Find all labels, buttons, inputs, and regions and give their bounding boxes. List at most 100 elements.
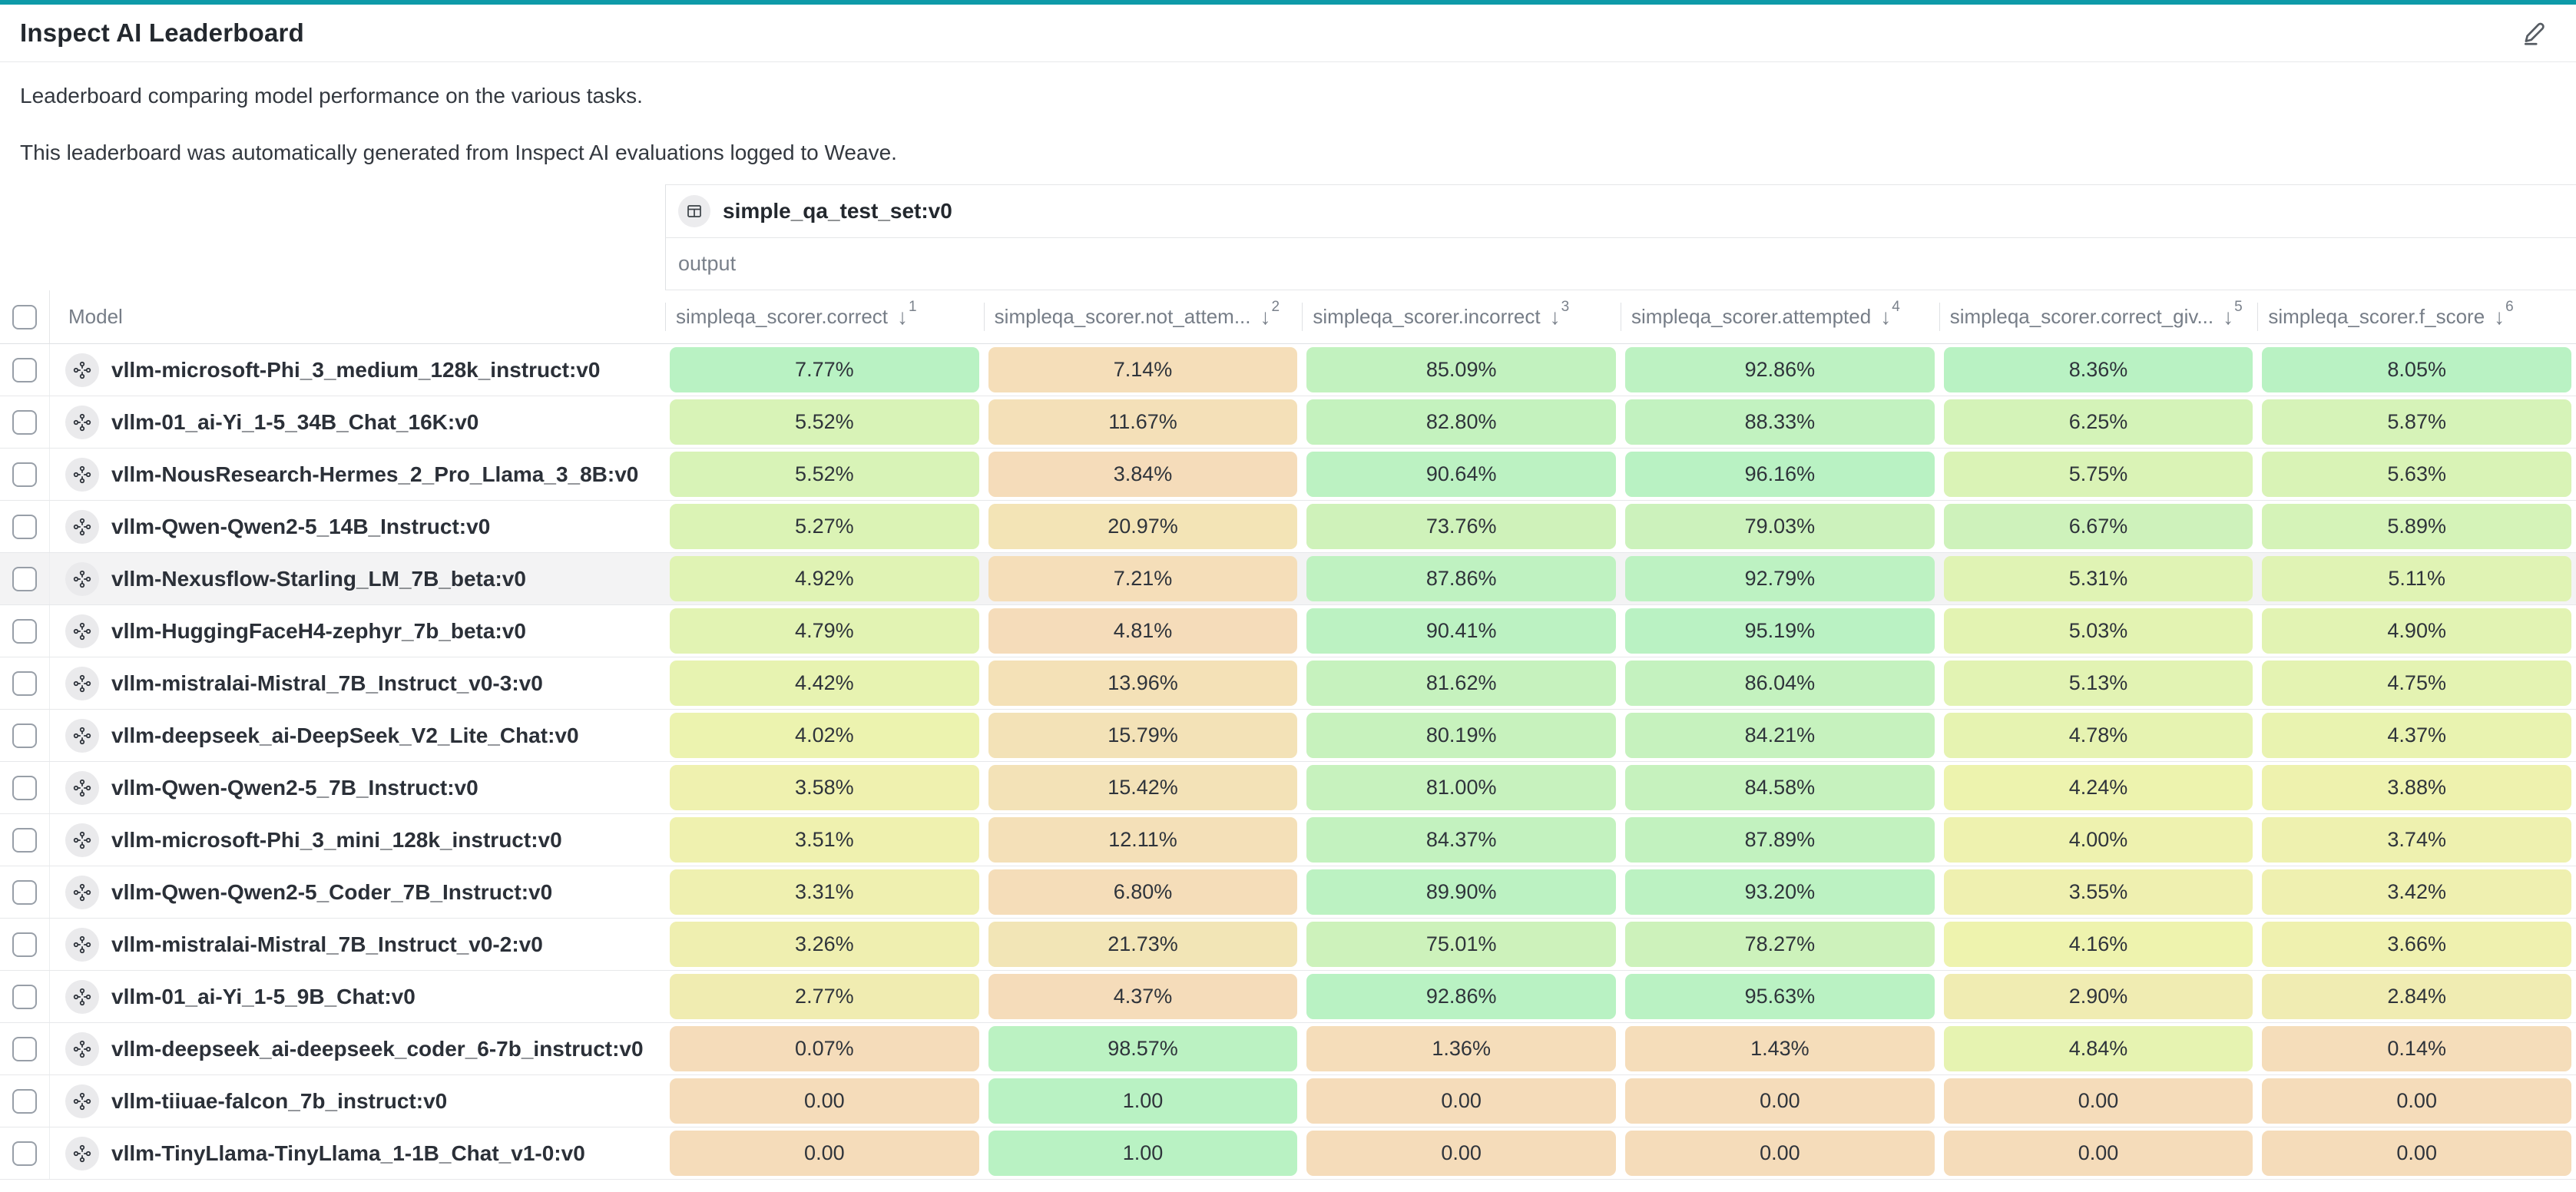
metric-cell: 5.13%	[1939, 657, 2258, 709]
model-icon	[65, 1084, 99, 1118]
model-cell[interactable]: vllm-deepseek_ai-DeepSeek_V2_Lite_Chat:v…	[49, 710, 665, 761]
metric-cell: 4.81%	[984, 605, 1303, 657]
model-name: vllm-microsoft-Phi_3_mini_128k_instruct:…	[111, 827, 562, 852]
table-row: vllm-Qwen-Qwen2-5_7B_Instruct:v0 3.58% 15.…	[0, 762, 2576, 814]
metric-cell: 88.33%	[1621, 396, 1939, 448]
metric-value: 84.21%	[1625, 713, 1935, 758]
table-row: vllm-01_ai-Yi_1-5_34B_Chat_16K:v0 5.52% 11…	[0, 396, 2576, 449]
metric-value: 3.51%	[670, 817, 979, 863]
row-checkbox-cell	[0, 553, 49, 604]
model-cell[interactable]: vllm-deepseek_ai-deepseek_coder_6-7b_ins…	[49, 1023, 665, 1074]
sort-order-number: 4	[1892, 298, 1900, 315]
metric-cell: 5.31%	[1939, 553, 2258, 604]
model-cell[interactable]: vllm-mistralai-Mistral_7B_Instruct_v0-2:…	[49, 919, 665, 970]
row-checkbox[interactable]	[12, 618, 37, 644]
model-cell[interactable]: vllm-tiiuae-falcon_7b_instruct:v0	[49, 1075, 665, 1127]
select-all-checkbox[interactable]	[12, 304, 37, 329]
row-checkbox[interactable]	[12, 462, 37, 487]
column-header-label: simpleqa_scorer.correct	[676, 305, 888, 328]
column-header-6[interactable]: simpleqa_scorer.f_score ↓ 6	[2257, 290, 2576, 343]
row-checkbox[interactable]	[12, 409, 37, 435]
row-checkbox[interactable]	[12, 670, 37, 696]
metric-value: 5.03%	[1943, 608, 2253, 654]
output-row-spacer	[0, 238, 665, 290]
metric-cell: 95.19%	[1621, 605, 1939, 657]
row-checkbox-cell	[0, 971, 49, 1022]
metric-value: 5.63%	[2262, 452, 2572, 497]
metric-cell: 0.14%	[2257, 1023, 2576, 1074]
sort-indicator: ↓ 4	[1880, 299, 1900, 328]
model-cell[interactable]: vllm-Nexusflow-Starling_LM_7B_beta:v0	[49, 553, 665, 604]
metric-value: 7.14%	[988, 347, 1298, 392]
column-header-3[interactable]: simpleqa_scorer.incorrect ↓ 3	[1302, 290, 1621, 343]
table-row: vllm-tiiuae-falcon_7b_instruct:v0 0.00 1.0…	[0, 1075, 2576, 1127]
column-header-4[interactable]: simpleqa_scorer.attempted ↓ 4	[1621, 290, 1939, 343]
column-header-5[interactable]: simpleqa_scorer.correct_giv... ↓ 5	[1939, 290, 2258, 343]
metric-cell: 0.00	[2257, 1075, 2576, 1127]
metric-cell: 3.66%	[2257, 919, 2576, 970]
model-cell[interactable]: vllm-01_ai-Yi_1-5_34B_Chat_16K:v0	[49, 396, 665, 448]
column-header-2[interactable]: simpleqa_scorer.not_attem... ↓ 2	[983, 290, 1303, 343]
metric-cell: 1.43%	[1621, 1023, 1939, 1074]
model-icon	[65, 927, 99, 962]
metric-cell: 15.79%	[984, 710, 1303, 761]
metric-cell: 92.86%	[1302, 971, 1621, 1022]
table-row: vllm-HuggingFaceH4-zephyr_7b_beta:v0 4.79…	[0, 605, 2576, 657]
row-checkbox[interactable]	[12, 827, 37, 853]
edit-button[interactable]	[2518, 17, 2551, 51]
model-cell[interactable]: vllm-HuggingFaceH4-zephyr_7b_beta:v0	[49, 605, 665, 657]
row-checkbox[interactable]	[12, 932, 37, 957]
metric-cell: 7.14%	[984, 344, 1303, 396]
model-cell[interactable]: vllm-NousResearch-Hermes_2_Pro_Llama_3_8…	[49, 449, 665, 500]
model-cell[interactable]: vllm-mistralai-Mistral_7B_Instruct_v0-3:…	[49, 657, 665, 709]
metric-value: 11.67%	[988, 399, 1298, 445]
metric-cell: 89.90%	[1302, 866, 1621, 918]
metric-value: 78.27%	[1625, 922, 1935, 967]
model-cell[interactable]: vllm-microsoft-Phi_3_mini_128k_instruct:…	[49, 814, 665, 866]
row-checkbox[interactable]	[12, 1141, 37, 1166]
metric-cell: 4.79%	[665, 605, 984, 657]
metric-value: 4.90%	[2262, 608, 2572, 654]
row-checkbox[interactable]	[12, 1088, 37, 1114]
model-cell[interactable]: vllm-microsoft-Phi_3_medium_128k_instruc…	[49, 344, 665, 396]
metric-cell: 7.21%	[984, 553, 1303, 604]
row-checkbox-cell	[0, 1127, 49, 1179]
description-block: Leaderboard comparing model performance …	[0, 62, 2576, 184]
row-checkbox[interactable]	[12, 1036, 37, 1061]
row-checkbox[interactable]	[12, 984, 37, 1009]
model-cell[interactable]: vllm-Qwen-Qwen2-5_7B_Instruct:v0	[49, 762, 665, 813]
column-header-label: simpleqa_scorer.correct_giv...	[1949, 305, 2214, 328]
row-checkbox-cell	[0, 605, 49, 657]
metric-cell: 85.09%	[1302, 344, 1621, 396]
metric-value: 0.14%	[2262, 1026, 2572, 1071]
row-checkbox[interactable]	[12, 357, 37, 382]
row-checkbox[interactable]	[12, 514, 37, 539]
row-checkbox[interactable]	[12, 775, 37, 800]
metric-cell: 96.16%	[1621, 449, 1939, 500]
metric-value: 3.42%	[2262, 869, 2572, 915]
metric-cell: 5.11%	[2257, 553, 2576, 604]
metric-cell: 0.00	[1621, 1075, 1939, 1127]
metric-value: 82.80%	[1306, 399, 1617, 445]
metric-value: 2.84%	[2262, 974, 2572, 1019]
column-header-1[interactable]: simpleqa_scorer.correct ↓ 1	[665, 290, 984, 343]
row-checkbox[interactable]	[12, 566, 37, 591]
model-column-header: Model	[49, 290, 665, 343]
metric-cell: 5.52%	[665, 449, 984, 500]
metric-value: 73.76%	[1306, 504, 1617, 549]
model-cell[interactable]: vllm-TinyLlama-TinyLlama_1-1B_Chat_v1-0:…	[49, 1127, 665, 1179]
model-cell[interactable]: vllm-Qwen-Qwen2-5_14B_Instruct:v0	[49, 501, 665, 552]
table-row: vllm-Qwen-Qwen2-5_Coder_7B_Instruct:v0 3.…	[0, 866, 2576, 919]
table-body: vllm-microsoft-Phi_3_medium_128k_instruc…	[0, 344, 2576, 1180]
row-checkbox[interactable]	[12, 879, 37, 905]
metric-cell: 82.80%	[1302, 396, 1621, 448]
metric-cell: 0.00	[665, 1127, 984, 1179]
sort-order-number: 5	[2234, 298, 2243, 315]
table-row: vllm-TinyLlama-TinyLlama_1-1B_Chat_v1-0:…	[0, 1127, 2576, 1180]
metric-value: 0.00	[1306, 1078, 1617, 1124]
metric-value: 5.87%	[2262, 399, 2572, 445]
row-checkbox[interactable]	[12, 723, 37, 748]
model-cell[interactable]: vllm-01_ai-Yi_1-5_9B_Chat:v0	[49, 971, 665, 1022]
metric-cell: 3.31%	[665, 866, 984, 918]
model-cell[interactable]: vllm-Qwen-Qwen2-5_Coder_7B_Instruct:v0	[49, 866, 665, 918]
